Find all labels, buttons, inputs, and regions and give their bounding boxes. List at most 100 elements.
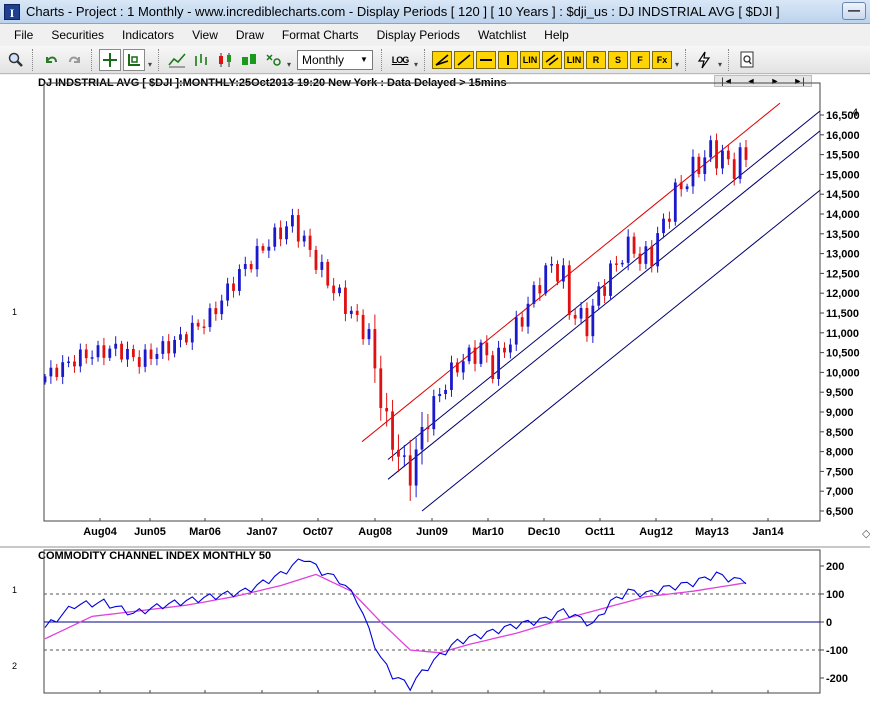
price-bar: [379, 368, 383, 408]
price-bar: [220, 300, 224, 315]
price-bar: [179, 334, 182, 340]
cci-chart[interactable]: 200 100 0 -100 -200: [0, 548, 870, 705]
panel-separator[interactable]: [0, 546, 870, 548]
price-bar: [485, 342, 489, 356]
vertical-line-icon[interactable]: [498, 50, 518, 69]
toolbar-overflow-icon[interactable]: ▾: [717, 59, 722, 69]
menu-display-periods[interactable]: Display Periods: [376, 28, 460, 42]
trend-channel[interactable]: [361, 102, 821, 512]
x-tick-label: Mar10: [472, 526, 504, 538]
price-bar: [691, 156, 695, 187]
crosshair-icon[interactable]: [99, 48, 121, 71]
toolbar-overflow-icon[interactable]: ▾: [147, 59, 152, 69]
price-bar: [703, 157, 707, 174]
linear-channel-button[interactable]: LIN: [564, 50, 584, 69]
price-bar: [709, 140, 713, 158]
price-bar: [697, 156, 701, 174]
nav-next-button[interactable]: ►: [770, 76, 780, 86]
y-tick-label: 15,000: [826, 169, 860, 181]
log-scale-label: LOG: [391, 54, 409, 65]
trend-line-middle[interactable]: [387, 130, 821, 480]
fibonacci-extension-button[interactable]: Fx: [652, 50, 672, 69]
nav-prev-button[interactable]: ◄: [746, 76, 756, 86]
price-chart[interactable]: Aug04 Jun05 Mar06 Jan07 Oct07 Aug08 Jun09 Mar10…: [0, 75, 870, 545]
line-chart-icon[interactable]: [166, 49, 188, 71]
toolbar-overflow-icon[interactable]: ▾: [413, 59, 418, 69]
price-bar: [679, 182, 683, 190]
price-panel-corner-label: 4: [852, 107, 859, 119]
y-tick-label: 14,500: [826, 189, 860, 201]
log-scale-button[interactable]: LOG: [389, 49, 411, 71]
magnifier-icon[interactable]: [5, 49, 27, 71]
trendline-icon[interactable]: [454, 50, 474, 69]
point-figure-icon[interactable]: [262, 49, 284, 71]
nav-first-button[interactable]: |◄: [721, 76, 733, 86]
menu-securities[interactable]: Securities: [51, 28, 105, 42]
price-bar: [620, 262, 624, 265]
y-tick-label: 12,000: [826, 288, 860, 300]
price-bar: [308, 235, 312, 250]
menu-help[interactable]: Help: [544, 28, 569, 42]
price-bar: [349, 310, 353, 314]
price-bar: [579, 307, 583, 319]
price-bar: [638, 253, 642, 264]
price-bar: [715, 140, 718, 169]
app-logo-icon: I: [4, 3, 20, 20]
price-bar: [609, 263, 612, 296]
lightning-icon[interactable]: [693, 49, 715, 71]
y-tick-label: 14,000: [826, 209, 860, 221]
fibonacci-button[interactable]: F: [630, 50, 650, 69]
redo-icon[interactable]: [64, 49, 86, 71]
resistance-button[interactable]: R: [586, 50, 606, 69]
toolbar-overflow-icon[interactable]: ▾: [286, 59, 291, 69]
x-tick-label: Aug12: [639, 526, 673, 538]
y-tick-label: 6,500: [826, 506, 854, 518]
bar-chart-icon[interactable]: [190, 49, 212, 71]
price-bar: [126, 348, 129, 360]
price-bar: [662, 218, 665, 234]
price-bar: [226, 283, 230, 301]
trend-line-lower[interactable]: [421, 189, 821, 512]
equivolume-icon[interactable]: [238, 49, 260, 71]
price-bar: [556, 264, 559, 282]
horizontal-line-icon[interactable]: [476, 50, 496, 69]
price-bar: [721, 150, 724, 169]
trend-line-upper[interactable]: [387, 110, 821, 460]
price-bar: [544, 265, 548, 294]
price-bar: [573, 314, 577, 319]
menu-watchlist[interactable]: Watchlist: [477, 28, 527, 42]
menu-indicators[interactable]: Indicators: [122, 28, 175, 42]
parallel-lines-icon[interactable]: [542, 50, 562, 69]
price-bar: [508, 344, 512, 353]
nav-last-button[interactable]: ►|: [793, 76, 805, 86]
y-tick-label: 10,500: [826, 348, 860, 360]
menu-format-charts[interactable]: Format Charts: [281, 28, 359, 42]
undo-icon[interactable]: [40, 49, 62, 71]
menu-file[interactable]: File: [14, 28, 34, 42]
price-panel-marker: 1: [12, 307, 18, 317]
price-bar: [296, 215, 300, 242]
price-bar: [279, 227, 283, 240]
price-bar: [732, 159, 736, 179]
support-button[interactable]: S: [608, 50, 628, 69]
indicator-marker-top: 1: [12, 585, 18, 595]
minimize-button[interactable]: —: [842, 2, 866, 20]
toolbar-overflow-icon[interactable]: ▾: [674, 59, 679, 69]
cci-y-tick-label: -100: [826, 645, 848, 657]
menu-draw[interactable]: Draw: [235, 28, 264, 42]
period-select[interactable]: Monthly ▼: [297, 49, 373, 70]
price-bar: [214, 308, 218, 315]
linear-regression-button[interactable]: LIN: [520, 50, 540, 69]
menu-view[interactable]: View: [192, 28, 218, 42]
y-tick-label: 8,000: [826, 447, 854, 459]
corner-cursor-icon[interactable]: [123, 48, 145, 71]
price-bar: [591, 305, 595, 337]
price-bar: [249, 264, 253, 270]
price-bar: [131, 348, 135, 358]
fan-line-icon[interactable]: [432, 50, 452, 69]
price-bar: [426, 426, 430, 430]
price-bar: [644, 246, 648, 264]
candlestick-icon[interactable]: [214, 49, 236, 71]
chart-window[interactable]: DJ INDSTRIAL AVG [ $DJI ]:MONTHLY:25Oct2…: [0, 75, 870, 705]
print-preview-icon[interactable]: [736, 49, 758, 71]
